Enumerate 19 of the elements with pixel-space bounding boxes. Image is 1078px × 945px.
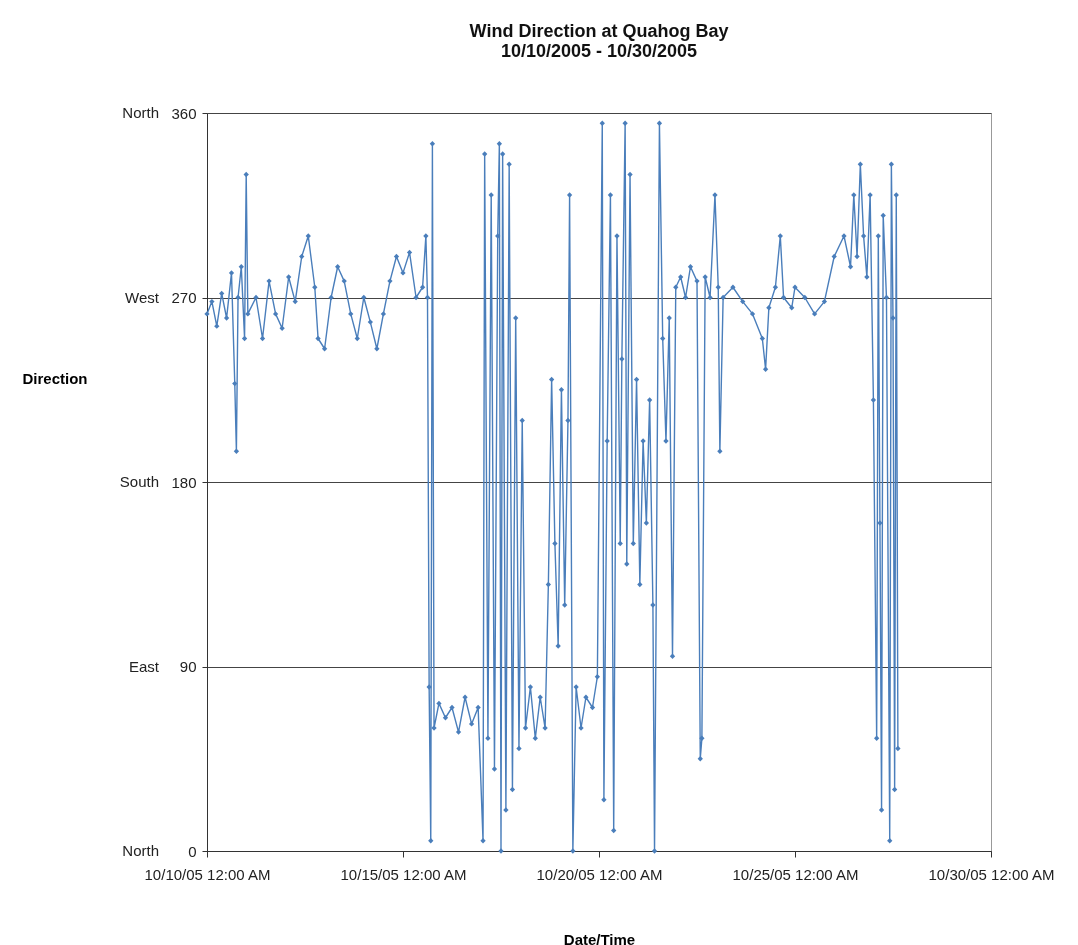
text: North [122, 104, 159, 121]
y-tick-label: 270 [171, 289, 197, 306]
x-tick-label: 10/15/05 12:00 AM [340, 865, 467, 883]
text: South [119, 473, 159, 490]
x-tick-label: 10/30/05 12:00 AM [928, 865, 1055, 883]
x-tick-label: 10/20/05 12:00 AM [536, 865, 663, 883]
y-tick-label: 90 [179, 658, 197, 675]
chart-subtitle: 10/10/2005 - 10/30/2005 [500, 41, 698, 61]
text: East [128, 657, 160, 675]
x-tick-label: 10/25/05 12:00 AM [732, 865, 859, 883]
y-tick-label: 0 [188, 842, 197, 860]
x-axis-title: Date/Time [563, 930, 636, 945]
chart-title: Wind Direction at Quahog Bay [469, 21, 729, 41]
y-tick-label: 180 [171, 473, 197, 491]
text: North [122, 842, 159, 859]
y-tick-label: 360 [171, 104, 197, 122]
y-axis-title: Direction [22, 369, 88, 387]
text: West [125, 288, 160, 306]
x-tick-label: 10/10/05 12:00 AM [144, 865, 271, 883]
